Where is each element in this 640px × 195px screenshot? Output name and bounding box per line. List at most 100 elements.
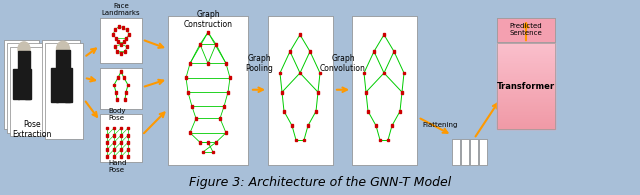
Bar xyxy=(289,50,291,53)
Bar xyxy=(113,83,115,86)
Bar xyxy=(115,37,117,40)
Bar xyxy=(18,51,30,99)
Bar xyxy=(127,83,129,86)
Ellipse shape xyxy=(18,42,30,56)
Bar xyxy=(497,108,555,109)
Bar xyxy=(113,127,115,129)
Bar xyxy=(497,55,555,56)
Bar xyxy=(497,122,555,123)
Bar xyxy=(207,141,209,144)
Bar xyxy=(229,76,231,79)
Bar xyxy=(497,90,555,91)
Bar xyxy=(225,62,227,65)
Text: Predicted
Sentence: Predicted Sentence xyxy=(509,23,542,36)
Bar xyxy=(393,50,396,53)
Bar xyxy=(497,92,555,93)
Bar xyxy=(299,33,301,36)
Bar xyxy=(497,117,555,118)
Bar xyxy=(497,80,555,81)
Bar xyxy=(116,76,119,79)
Bar xyxy=(223,105,225,108)
Bar xyxy=(497,109,555,110)
Bar xyxy=(124,98,126,101)
Bar xyxy=(189,62,191,65)
Bar xyxy=(118,25,120,28)
Bar xyxy=(497,48,555,49)
Bar xyxy=(215,141,217,144)
Bar xyxy=(497,120,555,121)
Bar xyxy=(13,69,19,99)
Bar xyxy=(185,76,188,79)
Bar xyxy=(497,105,555,106)
Bar xyxy=(207,31,209,34)
Bar xyxy=(497,56,555,58)
Bar xyxy=(372,50,375,53)
Bar xyxy=(497,106,555,108)
Bar xyxy=(299,72,301,74)
Bar xyxy=(497,98,555,99)
Bar xyxy=(497,91,555,92)
FancyBboxPatch shape xyxy=(7,43,42,133)
FancyBboxPatch shape xyxy=(461,139,469,165)
Bar xyxy=(120,43,122,46)
Bar xyxy=(497,127,555,128)
FancyBboxPatch shape xyxy=(42,40,80,135)
FancyBboxPatch shape xyxy=(4,40,39,129)
Bar xyxy=(123,40,125,43)
Bar xyxy=(227,91,229,94)
Bar xyxy=(497,71,555,72)
Bar xyxy=(497,59,555,60)
Bar xyxy=(106,148,108,151)
Bar xyxy=(497,86,555,87)
Bar xyxy=(497,103,555,104)
Bar xyxy=(65,68,72,102)
Bar xyxy=(123,76,125,79)
Bar xyxy=(497,60,555,61)
Bar xyxy=(120,141,122,144)
FancyBboxPatch shape xyxy=(100,68,142,109)
FancyBboxPatch shape xyxy=(168,16,248,165)
Bar xyxy=(497,18,555,42)
Bar xyxy=(199,141,201,144)
Bar xyxy=(113,148,115,151)
Bar xyxy=(317,91,319,94)
Bar xyxy=(497,53,555,54)
Bar xyxy=(125,37,127,40)
Bar xyxy=(497,89,555,90)
Bar xyxy=(127,155,129,158)
Bar xyxy=(187,91,189,94)
Bar xyxy=(497,87,555,89)
Text: Hand
Pose: Hand Pose xyxy=(108,160,126,173)
Bar xyxy=(125,91,127,94)
Bar xyxy=(497,63,555,65)
Bar xyxy=(379,138,381,141)
Bar xyxy=(126,45,128,48)
Bar xyxy=(497,121,555,122)
Bar xyxy=(497,77,555,78)
Bar xyxy=(401,91,403,94)
Bar xyxy=(127,141,129,144)
Bar xyxy=(120,70,122,73)
Bar xyxy=(497,124,555,126)
Text: Flattening: Flattening xyxy=(422,122,458,128)
Bar xyxy=(497,65,555,66)
Bar xyxy=(497,126,555,127)
Bar xyxy=(497,73,555,74)
Bar xyxy=(497,95,555,96)
Bar xyxy=(497,66,555,67)
Bar xyxy=(120,52,122,55)
Bar xyxy=(497,43,555,129)
Bar xyxy=(497,81,555,82)
Bar xyxy=(497,50,555,51)
Text: Graph
Pooling: Graph Pooling xyxy=(245,54,273,73)
Bar xyxy=(116,98,118,101)
Text: Pose
Extraction: Pose Extraction xyxy=(12,120,52,139)
Bar xyxy=(497,69,555,71)
Bar xyxy=(215,43,217,46)
FancyBboxPatch shape xyxy=(497,18,555,42)
Bar xyxy=(497,102,555,103)
Text: Graph
Convolution: Graph Convolution xyxy=(320,54,366,73)
Bar xyxy=(113,134,115,137)
Bar xyxy=(106,127,108,129)
Bar xyxy=(497,72,555,73)
